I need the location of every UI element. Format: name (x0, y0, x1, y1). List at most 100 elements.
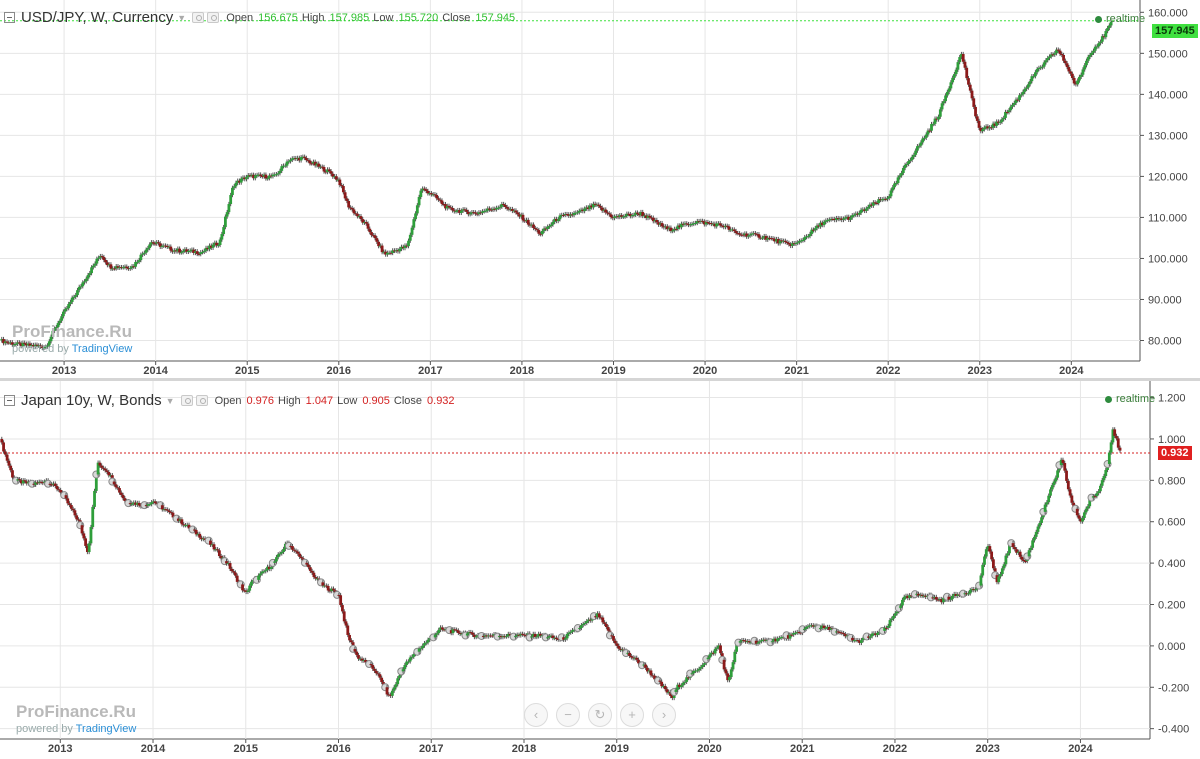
candle-body (1104, 469, 1108, 476)
candle-body (884, 627, 888, 629)
candle-body (770, 641, 774, 643)
candle-body (353, 648, 357, 652)
candle-body (306, 160, 310, 162)
candle-body (786, 635, 790, 639)
candle-body (742, 640, 746, 642)
candle-body (746, 235, 750, 237)
panel-divider[interactable] (0, 378, 1200, 381)
candle-body (601, 617, 605, 623)
candle-body (852, 214, 856, 216)
candle-body (679, 685, 683, 688)
x-tick-label: 2019 (604, 743, 628, 755)
candle-body (1091, 496, 1095, 498)
candle-body (597, 204, 601, 206)
settings-icon[interactable] (180, 395, 193, 406)
candle-body (647, 670, 651, 672)
candle-body (456, 210, 460, 212)
candle-body (103, 468, 107, 471)
jgb10y-chart[interactable]: -0.400 -0.200 0.000 0.200 0.400 0.600 0.800 1.0… (0, 381, 1200, 759)
candle-body (526, 219, 530, 225)
reset-button[interactable]: ↻ (588, 703, 612, 727)
candle-body (1018, 95, 1021, 100)
candle-body (595, 204, 599, 206)
zoom-in-button[interactable]: + (620, 703, 644, 727)
candle-body (738, 641, 742, 643)
candle-body (1023, 88, 1027, 92)
candle-body (836, 218, 840, 220)
candle-body (858, 640, 862, 643)
candle-body (886, 625, 890, 628)
jgb10y-symbol-title[interactable]: Japan 10y, W, Bonds (21, 392, 162, 409)
candle-body (889, 190, 893, 197)
zoom-out-button[interactable]: − (556, 703, 580, 727)
candle-body (695, 221, 699, 224)
scroll-right-button[interactable]: › (652, 703, 676, 727)
candle-body (250, 174, 254, 176)
candle-body (616, 216, 620, 218)
candle-body (606, 212, 609, 214)
candle-body (537, 230, 541, 234)
candle-body (879, 199, 882, 201)
collapse-icon[interactable] (4, 395, 15, 406)
close-icon[interactable] (207, 12, 220, 23)
settings-icon[interactable] (192, 12, 205, 23)
candle-body (493, 208, 497, 210)
candle-body (1021, 91, 1025, 95)
candle-body (364, 221, 368, 224)
candle-body (906, 595, 910, 599)
candle-body (763, 639, 767, 641)
candle-body (769, 238, 773, 240)
candle-body (349, 207, 352, 209)
candle-body (958, 57, 962, 63)
candle-body (856, 640, 860, 642)
collapse-icon[interactable] (4, 12, 15, 23)
usdjpy-symbol-title[interactable]: USD/JPY, W, Currency (21, 9, 174, 26)
candle-body (613, 216, 616, 219)
chevron-down-icon[interactable]: ▼ (165, 395, 175, 406)
candle-body (508, 633, 512, 636)
candle-body (866, 207, 870, 209)
candle-body (341, 186, 345, 193)
candle-body (304, 157, 308, 161)
candle-body (308, 567, 312, 571)
candle-body (872, 202, 875, 206)
candle-body (30, 344, 34, 346)
x-tick-label: 2017 (418, 365, 442, 377)
close-icon[interactable] (195, 395, 208, 406)
chevron-down-icon[interactable]: ▼ (177, 12, 187, 23)
candle-body (861, 637, 865, 641)
candle-body (539, 233, 542, 235)
candle-body (465, 633, 469, 636)
usdjpy-chart-panel[interactable]: 80.000 90.000 100.000 110.000 120.000 130.000… (0, 0, 1200, 379)
candle-body (466, 211, 470, 215)
candle-body (912, 154, 916, 157)
candle-body (747, 641, 751, 643)
tradingview-link[interactable]: TradingView (71, 343, 133, 355)
tradingview-link[interactable]: TradingView (75, 723, 137, 735)
scroll-left-button[interactable]: ‹ (524, 703, 548, 727)
candle-body (646, 667, 649, 672)
candle-body (820, 222, 824, 226)
candle-body (282, 548, 285, 552)
candle-body (193, 529, 196, 531)
usdjpy-chart[interactable]: 80.000 90.000 100.000 110.000 120.000 130.000… (0, 0, 1200, 379)
candle-body (366, 223, 370, 229)
candle-body (89, 527, 93, 544)
candle-body (396, 678, 400, 685)
candle-body (594, 616, 598, 618)
candle-body (768, 237, 771, 239)
candle-body (819, 628, 822, 630)
candle-body (400, 246, 403, 249)
candle-body (1069, 71, 1073, 74)
candle-body (231, 187, 234, 196)
candle-body (1078, 76, 1081, 81)
candle-body (933, 596, 936, 598)
candle-body (1065, 470, 1068, 481)
candle-body (421, 188, 425, 191)
candle-body (715, 647, 719, 649)
y-tick-label: 140.000 (1148, 89, 1188, 101)
candle-body (121, 494, 125, 499)
candle-body (792, 243, 796, 245)
jgb10y-chart-panel[interactable]: -0.400 -0.200 0.000 0.200 0.400 0.600 0.800 1.0… (0, 381, 1200, 759)
candle-body (740, 640, 744, 642)
